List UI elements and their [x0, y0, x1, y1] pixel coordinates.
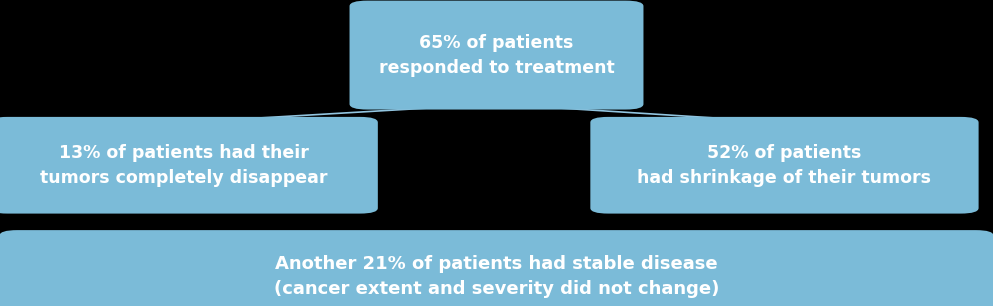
FancyBboxPatch shape — [350, 1, 643, 110]
FancyBboxPatch shape — [0, 230, 993, 306]
Text: 65% of patients
responded to treatment: 65% of patients responded to treatment — [378, 34, 615, 76]
Text: Another 21% of patients had stable disease
(cancer extent and severity did not c: Another 21% of patients had stable disea… — [274, 256, 719, 298]
Text: 13% of patients had their
tumors completely disappear: 13% of patients had their tumors complet… — [40, 144, 328, 187]
FancyBboxPatch shape — [0, 117, 377, 214]
Text: 52% of patients
had shrinkage of their tumors: 52% of patients had shrinkage of their t… — [638, 144, 931, 187]
FancyBboxPatch shape — [590, 117, 978, 214]
